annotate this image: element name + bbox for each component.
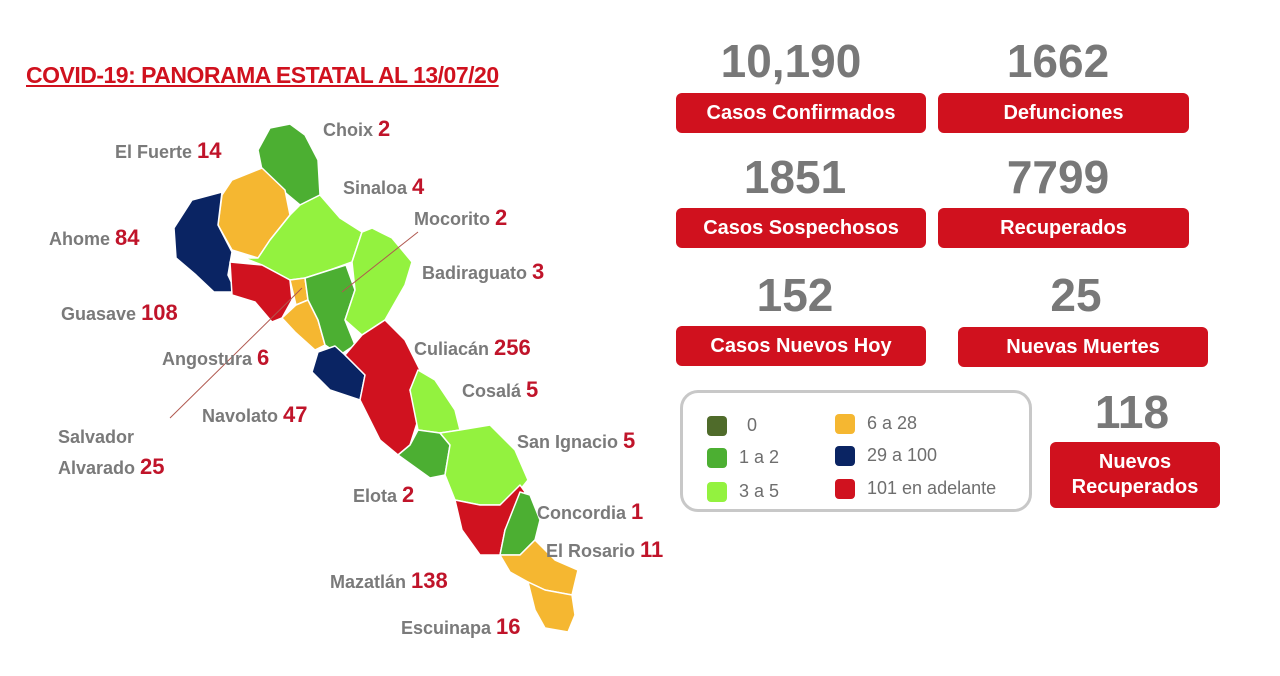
- recovered-value: 7799: [1006, 151, 1110, 203]
- legend-item-3: 6 a 28: [835, 413, 917, 434]
- legend-swatch: [835, 478, 855, 499]
- region-el-rosario[interactable]: [499, 539, 579, 596]
- recovered-label: Recuperados: [938, 208, 1189, 248]
- legend-swatch: [835, 445, 855, 466]
- legend-item-1: 1 a 2: [707, 447, 779, 468]
- legend-swatch: [707, 481, 727, 502]
- label-escuinapa: Escuinapa 16: [401, 614, 521, 639]
- label-choix: Choix 2: [323, 116, 391, 141]
- confirmed-cases-value: 10,190: [720, 35, 862, 87]
- new-deaths-value: 25: [1050, 269, 1102, 321]
- label-culiacan: Culiacán 256: [414, 335, 531, 360]
- label-badiraguato: Badiraguato 3: [422, 259, 545, 284]
- region-cosala[interactable]: [409, 369, 461, 434]
- legend-swatch: [707, 415, 727, 436]
- legend: 0 1 a 2 3 a 5 6 a 28 29 a 100 101 en ade…: [680, 390, 1032, 512]
- label-salvador-alvarado: Salvador Alvarado 25: [58, 427, 165, 479]
- legend-swatch: [707, 447, 727, 468]
- new-recovered-value: 118: [1094, 386, 1170, 438]
- label-guasave: Guasave 108: [61, 300, 178, 325]
- legend-label: 101 en adelante: [867, 478, 997, 498]
- legend-item-2: 3 a 5: [707, 481, 779, 502]
- legend-label: 29 a 100: [867, 445, 938, 465]
- legend-item-4: 29 a 100: [835, 445, 937, 466]
- mocorito-leader-line: [341, 231, 419, 293]
- label-el-rosario: El Rosario 11: [546, 537, 664, 562]
- label-ahome: Ahome 84: [49, 225, 140, 250]
- label-angostura: Angostura 6: [162, 345, 270, 370]
- legend-label: 3 a 5: [739, 481, 780, 501]
- label-san-ignacio: San Ignacio 5: [517, 428, 636, 453]
- legend-label: 0: [747, 415, 758, 435]
- region-escuinapa[interactable]: [527, 581, 576, 633]
- deaths-value: 1662: [1006, 35, 1110, 87]
- confirmed-cases-label: Casos Confirmados: [676, 93, 926, 133]
- new-deaths-label: Nuevas Muertes: [958, 327, 1208, 367]
- label-elota: Elota 2: [353, 482, 415, 507]
- label-navolato: Navolato 47: [202, 402, 308, 427]
- new-recovered-label: Nuevos Recuperados: [1050, 442, 1220, 508]
- label-sinaloa: Sinaloa 4: [343, 174, 425, 199]
- page-title: COVID-19: PANORAMA ESTATAL AL 13/07/20: [26, 62, 499, 88]
- label-cosala: Cosalá 5: [462, 377, 539, 402]
- suspected-cases-label: Casos Sospechosos: [676, 208, 926, 248]
- label-concordia: Concordia 1: [537, 499, 644, 524]
- new-cases-value: 152: [756, 269, 834, 321]
- deaths-label: Defunciones: [938, 93, 1189, 133]
- suspected-cases-value: 1851: [743, 151, 847, 203]
- label-el-fuerte: El Fuerte 14: [115, 138, 222, 163]
- legend-label: 1 a 2: [739, 447, 780, 467]
- legend-item-0: 0: [707, 415, 757, 436]
- new-cases-label: Casos Nuevos Hoy: [676, 326, 926, 366]
- legend-swatch: [835, 413, 855, 434]
- legend-label: 6 a 28: [867, 413, 918, 433]
- salvador-alvarado-leader-line: [169, 287, 303, 419]
- label-mazatlan: Mazatlán 138: [330, 568, 448, 593]
- legend-item-5: 101 en adelante: [835, 478, 996, 499]
- label-mocorito: Mocorito 2: [414, 205, 508, 230]
